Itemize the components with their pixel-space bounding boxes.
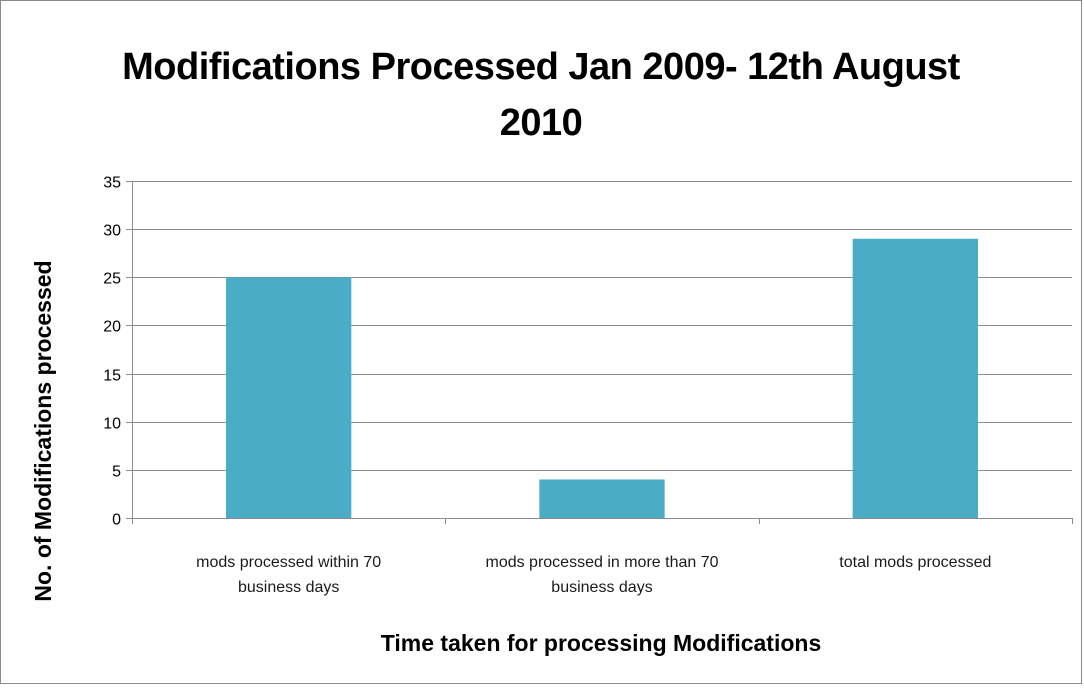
bar <box>852 238 978 518</box>
x-tick-labels: mods processed within 70 business days mod… <box>196 554 991 596</box>
chart-title: Modifications Processed Jan 2009- 12th A… <box>122 46 960 144</box>
y-tick-label: 35 <box>103 175 121 192</box>
bar <box>539 479 665 518</box>
x-category-label: mods processed within 70 business days <box>196 554 381 596</box>
y-tick-label: 0 <box>112 512 121 529</box>
axes <box>126 181 1073 524</box>
x-category-label: mods processed in more than 70 business d… <box>485 554 718 596</box>
y-tick-label: 5 <box>112 464 121 481</box>
x-axis-label: Time taken for processing Modifications <box>380 630 822 656</box>
y-tick-labels: 0 5 10 15 20 25 30 35 <box>103 175 121 529</box>
y-tick-label: 25 <box>103 271 121 288</box>
y-tick-label: 20 <box>103 319 121 336</box>
y-tick-label: 10 <box>103 416 121 433</box>
x-category-label: total mods processed <box>839 554 991 571</box>
bars <box>226 238 978 518</box>
y-tick-label: 30 <box>103 223 121 240</box>
y-axis-label: No. of Modifications processed <box>30 260 56 602</box>
bar <box>226 277 352 518</box>
y-tick-label: 15 <box>103 368 121 385</box>
